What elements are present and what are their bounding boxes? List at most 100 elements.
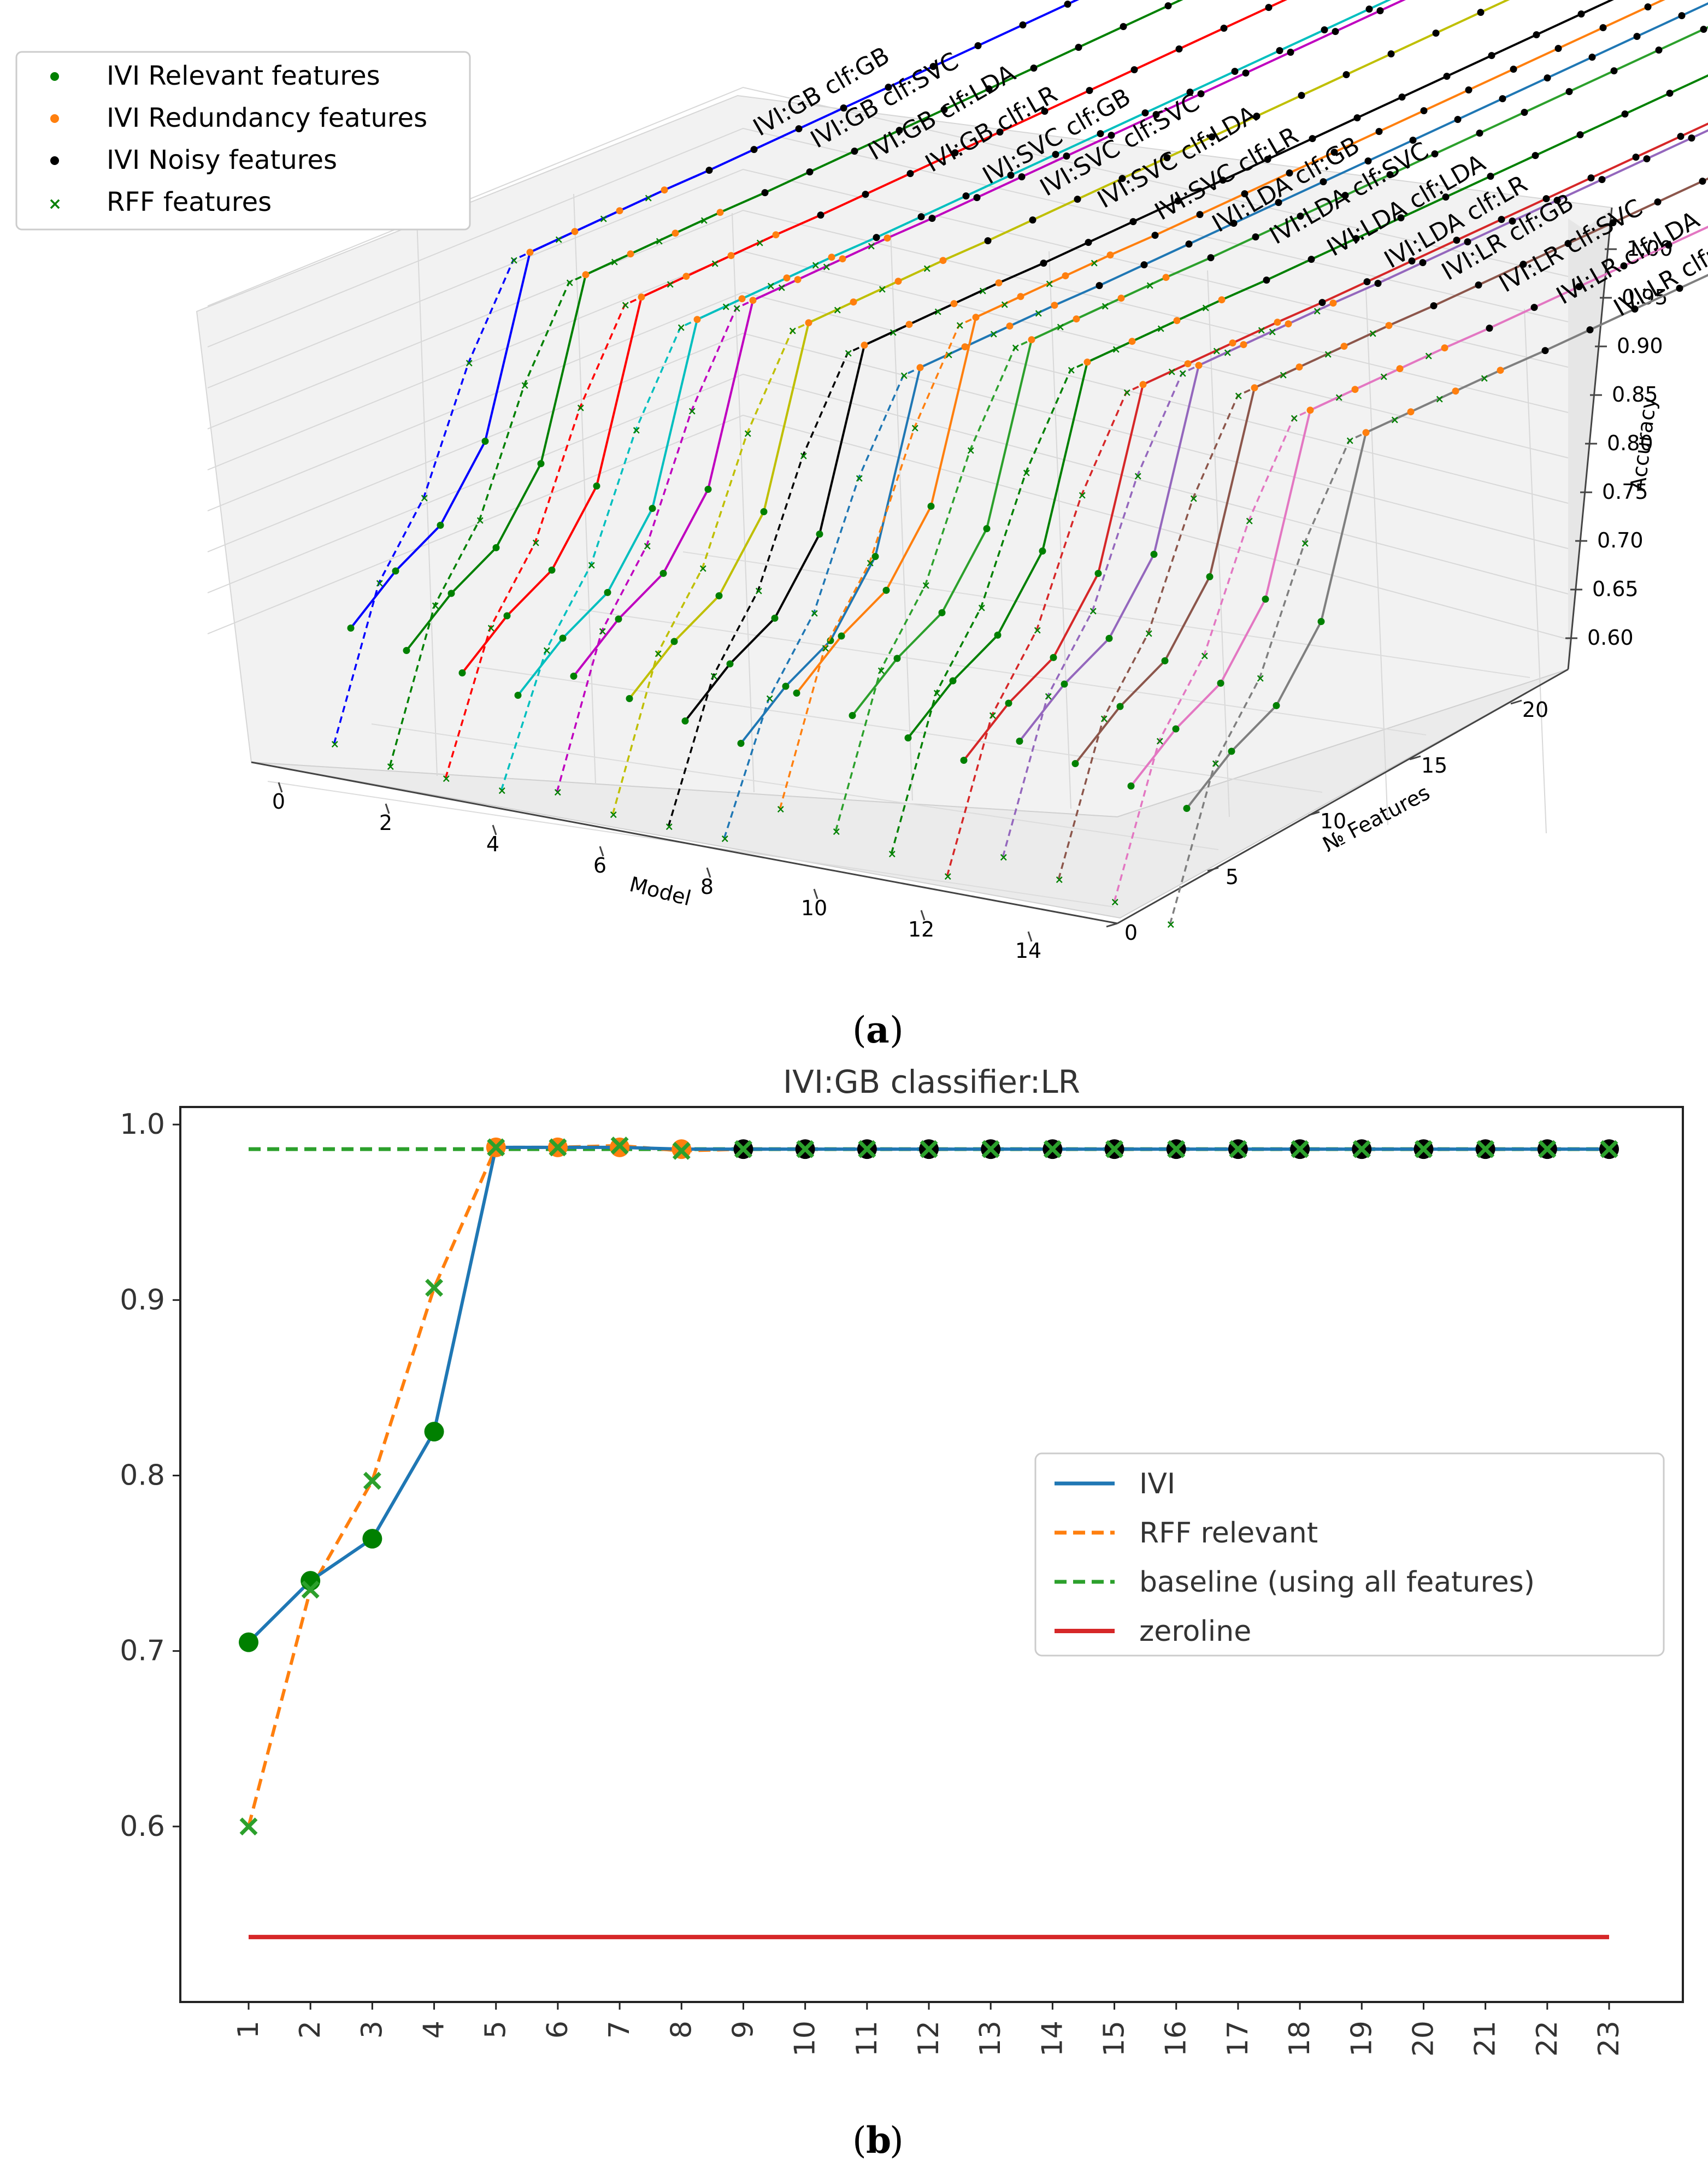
ivi-point-3d (1643, 155, 1651, 163)
grid-line-z (207, 373, 1569, 594)
ivi-point-3d (638, 293, 645, 301)
grid-line-z (207, 127, 1569, 348)
rff-point (1229, 1140, 1247, 1158)
ivi-point-3d (1519, 261, 1527, 268)
rff-point-3d: × (821, 641, 830, 655)
rff-point (239, 1817, 258, 1836)
rff-point (425, 1279, 444, 1297)
rff-point-3d: × (1167, 365, 1176, 378)
legend-b-label-ivi: IVI (1139, 1468, 1175, 1500)
ivi-point-3d (1318, 299, 1326, 307)
ivi-point-3d (403, 647, 410, 654)
ivi-point-3d (1028, 336, 1035, 344)
rff-point-stroke (487, 1138, 505, 1157)
rff-point-3d: × (655, 234, 664, 248)
ivi-point-3d (1385, 322, 1393, 329)
rff-point-3d: × (698, 562, 708, 575)
rff-point-3d: × (865, 556, 875, 569)
ivi-point-3d (1665, 242, 1672, 249)
rff-point-3d: × (810, 606, 819, 620)
rff-curve-3d (667, 290, 983, 827)
ivi-point-3d (1432, 30, 1440, 37)
ivi-point-3d (681, 717, 689, 725)
ivi-point-3d (750, 146, 758, 154)
ivi-point-3d (1285, 320, 1292, 328)
legend-b-label-zeroline: zeroline (1139, 1615, 1251, 1648)
ivi-point-3d (1408, 257, 1416, 265)
features-tick-mark (1207, 867, 1219, 872)
ivi-point-3d (1052, 151, 1059, 158)
rff-point-3d: × (1022, 466, 1031, 479)
ivi-point-3d (906, 170, 914, 178)
caption-b-open: ( (852, 2119, 867, 2162)
rff-point-3d: × (743, 427, 752, 440)
rff-point-stroke (610, 1137, 629, 1155)
ivi-point-3d (1063, 152, 1070, 160)
grid-3d (207, 86, 1569, 908)
rff-point-3d: × (554, 233, 563, 246)
ivi-point-3d (1172, 725, 1180, 733)
grid-line-floor (579, 609, 1427, 735)
ivi-point-3d (347, 625, 355, 632)
ivi-point-3d (1610, 67, 1618, 75)
rff-point (1352, 1140, 1371, 1158)
ivi-point-3d (392, 567, 399, 575)
ivi-point-3d (1487, 173, 1494, 180)
rff-point-3d: × (509, 254, 519, 267)
series-3d: × × × × × × × × × × × × × × × × × × × × × × × × × × × × × × × × × × × × × × × ×… (330, 0, 1708, 931)
ivi-point-3d (1586, 326, 1594, 334)
ivi-point-3d (1655, 46, 1663, 54)
ivi-point-3d (1086, 87, 1093, 95)
rff-point-3d: × (943, 869, 952, 882)
rff-curve-3d (946, 329, 1262, 876)
accuracy-tick-label: 0.70 (1597, 528, 1644, 552)
ivi-point-3d (1097, 130, 1104, 138)
rff-point-3d: × (644, 191, 653, 204)
ivi-point-3d (1631, 305, 1639, 313)
rff-point (363, 1471, 381, 1490)
rff-point-3d: × (989, 327, 998, 340)
ivi-point-3d (537, 460, 545, 467)
ivi-point-3d (940, 106, 948, 114)
grid-line-floor (371, 723, 1219, 850)
ivi-point-3d (1609, 219, 1617, 227)
rff-point-3d: × (732, 302, 741, 315)
rff-point-3d: × (431, 599, 440, 612)
rff-point-3d: × (576, 401, 585, 414)
ivi-point-3d (1230, 220, 1238, 227)
legend-b-label-rff: RFF relevant (1139, 1517, 1318, 1550)
ivi-point-3d (882, 586, 890, 594)
rff-point-3d: × (887, 847, 897, 860)
ivi-point-3d (939, 257, 947, 264)
rff-point-3d: × (1011, 341, 1020, 354)
ivi-point-3d (1521, 109, 1528, 116)
ivi-point-3d (1273, 702, 1280, 709)
rff-point-3d: × (643, 539, 652, 552)
rff-point (1043, 1140, 1062, 1158)
ivi-point-3d (1152, 111, 1160, 119)
ivi-point-3d (1073, 315, 1080, 323)
ivi-point-3d (526, 249, 534, 256)
ivi-point-3d (1587, 174, 1595, 182)
rff-point-3d: × (1189, 492, 1198, 505)
ivi-point-3d (1453, 237, 1460, 244)
rff-point-3d: × (932, 686, 941, 699)
rff-point-stroke (672, 1141, 691, 1160)
ivi-point-3d (1127, 782, 1135, 790)
rff-point-3d: × (1156, 322, 1165, 335)
rff-point-3d: × (933, 305, 943, 318)
ivi-point-3d (661, 186, 668, 194)
rff-curve-3d (1057, 332, 1373, 880)
ivi-point-3d (1532, 152, 1539, 160)
ivi-point-3d (1220, 25, 1228, 32)
ivi-point-3d (1676, 285, 1683, 292)
features-axis-line (1117, 668, 1569, 924)
ivi-point-3d (1062, 272, 1069, 280)
rff-point (672, 1141, 691, 1160)
rff-curve-3d (1169, 377, 1485, 924)
ivi-point-3d (1029, 216, 1036, 224)
rff-curve-3d (444, 242, 760, 779)
ivi-point-3d (850, 298, 857, 306)
ivi-point-3d (938, 609, 946, 616)
x-tick-label: 23 (1593, 2021, 1625, 2057)
